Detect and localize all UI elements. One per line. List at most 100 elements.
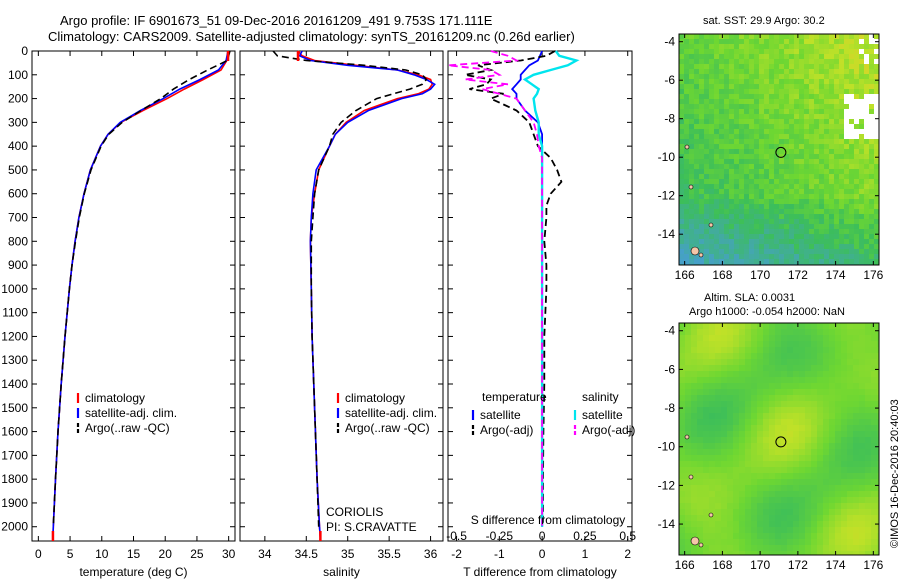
s-tick-label: 0 <box>539 529 546 543</box>
map-y-tick-label: -12 <box>658 189 676 203</box>
island-mark <box>698 542 704 548</box>
map-x-tick-label: 172 <box>788 268 808 282</box>
island-mark <box>684 144 690 150</box>
s-tick-label: 0.25 <box>573 529 597 543</box>
y-tick-label: 600 <box>8 187 28 201</box>
panel-salinity: 34 34.5 35 35.5 36 salinity climatologysatelli… <box>239 50 444 579</box>
map-raster <box>679 323 879 555</box>
x-tick-label: 34 <box>258 547 272 561</box>
plot-frame <box>239 50 444 542</box>
island-mark <box>688 474 694 480</box>
map-x-tick-label: 170 <box>750 558 770 572</box>
x-tick-label: 5 <box>67 547 74 561</box>
s-tick-label: 0.5 <box>619 529 636 543</box>
annotation-line: CORIOLIS <box>326 505 383 519</box>
y-tick-label: 2000 <box>1 520 28 534</box>
legend-header: temperature <box>482 390 547 404</box>
y-tick-label: 400 <box>8 139 28 153</box>
x-axis-label: T difference from climatology <box>463 565 617 579</box>
y-tick-label: 0 <box>21 44 28 58</box>
legend-label: climatology <box>345 391 405 405</box>
island-mark <box>690 536 700 546</box>
map-y-tick-label: -8 <box>664 112 675 126</box>
y-tick-label: 1200 <box>1 329 28 343</box>
legend-label: climatology <box>85 391 145 405</box>
panel-temperature: 0 5 10 15 20 25 300100200300400500600700800900… <box>1 44 235 579</box>
x-tick-label: 34.5 <box>295 547 319 561</box>
map-x-tick-label: 166 <box>675 268 695 282</box>
plot-frame <box>31 50 236 542</box>
x-tick-label: 20 <box>159 547 173 561</box>
map-x-tick-label: 168 <box>712 558 732 572</box>
annotation-line: PI: S.CRAVATTE <box>326 520 417 534</box>
map-x-tick-label: 174 <box>826 558 846 572</box>
island-mark <box>708 222 714 228</box>
legend-label: Argo(..raw -QC) <box>345 421 430 435</box>
map-y-tick-label: -14 <box>658 517 676 531</box>
y-tick-label: 200 <box>8 92 28 106</box>
map-sst: 166 168 170 172 174 176 -4 -6 -8 -10 -12 -14 <box>658 33 884 282</box>
legend-label: Argo(-adj) <box>480 423 533 437</box>
map-y-tick-label: -4 <box>664 324 675 338</box>
y-tick-label: 1400 <box>1 377 28 391</box>
legend-header: salinity <box>582 390 619 404</box>
map-y-tick-label: -14 <box>658 227 676 241</box>
map-y-tick-label: -12 <box>658 478 676 492</box>
y-tick-label: 900 <box>8 258 28 272</box>
top-x-axis-label: S difference from climatology <box>471 513 626 527</box>
map-y-tick-label: -4 <box>664 35 675 49</box>
map-y-tick-label: -6 <box>664 362 675 376</box>
map-y-tick-label: -6 <box>664 73 675 87</box>
x-tick-label: 10 <box>95 547 109 561</box>
map-frame <box>678 322 880 556</box>
map-raster <box>679 34 879 265</box>
y-tick-label: 800 <box>8 234 28 248</box>
map-x-tick-label: 172 <box>788 558 808 572</box>
map-x-tick-label: 176 <box>863 558 883 572</box>
plot-frame <box>447 50 633 542</box>
y-tick-label: 1900 <box>1 496 28 510</box>
y-tick-label: 1000 <box>1 282 28 296</box>
x-tick-label: 36 <box>424 547 438 561</box>
map-x-tick-label: 174 <box>826 268 846 282</box>
legend-label: satellite-adj. clim. <box>85 406 177 420</box>
x-tick-label: -1 <box>494 547 505 561</box>
legend-label: Argo(..raw -QC) <box>85 421 170 435</box>
x-tick-label: -2 <box>451 547 462 561</box>
x-tick-label: 2 <box>624 547 631 561</box>
map-sla: 166 168 170 172 174 176 -4 -6 -8 -10 -12 -14 <box>658 322 884 572</box>
y-tick-label: 1100 <box>2 306 28 320</box>
island-mark <box>698 252 704 258</box>
map-y-tick-label: -10 <box>658 150 676 164</box>
map-x-tick-label: 166 <box>675 558 695 572</box>
argo-position-marker <box>775 146 787 158</box>
x-tick-label: 30 <box>222 547 236 561</box>
sla-map-title-2: Argo h1000: -0.054 h2000: NaN <box>689 306 845 318</box>
panel-difference-from-climatology: -2 -1 0 1 2 T difference from climatology temp… <box>446 50 636 579</box>
x-tick-label: 35.5 <box>377 547 401 561</box>
s-tick-label: -0.5 <box>446 529 467 543</box>
x-tick-label: 0 <box>35 547 42 561</box>
y-tick-label: 1500 <box>1 401 28 415</box>
x-axis-label: salinity <box>323 565 360 579</box>
legend-label: satellite <box>480 408 521 422</box>
series-line-salinity-argo-adj- <box>447 50 543 527</box>
sst-map-title: sat. SST: 29.9 Argo: 30.2 <box>703 15 825 27</box>
map-y-tick-label: -10 <box>658 440 676 454</box>
s-tick-label: -0.25 <box>486 529 514 543</box>
title-line-2: Climatology: CARS2009. Satellite-adjuste… <box>48 29 575 44</box>
y-tick-label: 1600 <box>1 425 28 439</box>
y-tick-label: 300 <box>8 115 28 129</box>
y-tick-label: 700 <box>8 211 28 225</box>
x-tick-label: 35 <box>341 547 355 561</box>
map-y-tick-label: -8 <box>664 401 675 415</box>
map-x-tick-label: 176 <box>863 268 883 282</box>
x-tick-label: 15 <box>127 547 141 561</box>
series-line-argo-raw-qc- <box>52 50 231 527</box>
x-axis-label: temperature (deg C) <box>79 565 187 579</box>
island-mark <box>688 184 694 190</box>
legend-label: satellite-adj. clim. <box>345 406 437 420</box>
sla-map-title-1: Altim. SLA: 0.0031 <box>704 292 796 304</box>
legend-label: Argo(-adj) <box>582 423 635 437</box>
y-tick-label: 100 <box>8 68 28 82</box>
